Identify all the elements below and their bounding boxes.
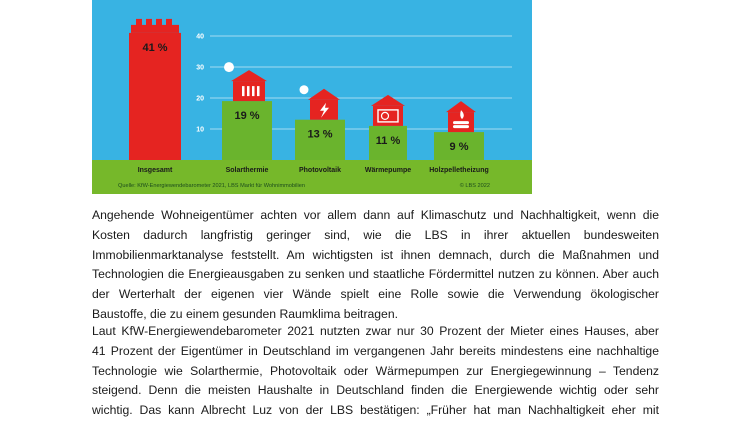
category-label: Insgesamt	[138, 167, 173, 174]
collector-tube	[252, 86, 255, 97]
chimney	[136, 18, 142, 26]
collector-tube	[257, 86, 260, 97]
house-icon	[131, 18, 179, 33]
paragraph-line: Laut KfW-Energiewendebarometer 2021 nutz…	[92, 324, 659, 338]
photovoltaic-house-icon	[299, 85, 340, 120]
paragraph-line: 41 Prozent der Eigentümer in Deutschland…	[92, 343, 659, 358]
article-paragraph-2: Laut KfW-Energiewendebarometer 2021 nutz…	[92, 322, 659, 421]
value-label: 11 %	[376, 135, 401, 147]
chart-panel: 10 20 30 40 41 % 19 % 13 % 11 % 9 % Insgesamt So…	[92, 0, 532, 194]
article-paragraph-1: Angehende Wohneigentümer achten vor alle…	[92, 206, 659, 325]
paragraph-line: Technologie wie Solarthermie, Photovolta…	[92, 363, 659, 378]
paragraph-line: Technologien die Energieausgaben zu senk…	[92, 267, 659, 282]
flame-icon	[460, 110, 464, 120]
bar-photovoltaik	[295, 119, 345, 160]
chimney	[156, 18, 162, 26]
bar-insgesamt	[129, 32, 181, 160]
category-labels: Insgesamt Solarthermie Photovoltaik Wärmepu…	[138, 167, 489, 174]
house-roof	[446, 101, 476, 113]
value-label: 41 %	[142, 42, 167, 54]
log-icon	[453, 125, 469, 129]
paragraph-line: wichtig. Das kann Albrecht Luz von der L…	[92, 403, 659, 418]
paragraph-line: Immobilienmarktanalyse feststellt. Am wi…	[92, 247, 659, 262]
paragraph-line: Angehende Wohneigentümer achten vor alle…	[92, 208, 659, 222]
bar-holzpelletheizung	[434, 132, 484, 160]
lightning-icon	[320, 102, 329, 118]
value-label: 19 %	[234, 110, 259, 122]
category-label: Holzpelletheizung	[429, 167, 489, 174]
house-roof	[231, 70, 267, 82]
sun-icon	[299, 85, 309, 95]
chimney	[146, 18, 152, 26]
paragraph-line: Baustoffe, die zu einem gesunden Raumkli…	[92, 306, 399, 321]
y-axis-ticks: 10 20 30 40	[196, 34, 204, 134]
chart-source: Quelle: KfW-Energiewendebarometer 2021, …	[118, 183, 305, 189]
house-roof	[308, 88, 340, 100]
value-labels: 41 % 19 % 13 % 11 % 9 %	[142, 42, 468, 153]
sun-icon	[224, 62, 234, 73]
paragraph-line: steigend. Denn die meisten Haushalte in …	[92, 383, 659, 398]
paragraph-line: der Werterhalt der eigenen vier Wände sp…	[92, 287, 659, 302]
heat-pump-unit	[377, 109, 399, 123]
ground-strip	[92, 160, 532, 194]
house-roof	[131, 24, 179, 33]
y-tick-label: 20	[196, 96, 204, 103]
wood-pellet-house-icon	[446, 101, 476, 133]
category-label: Wärmepumpe	[365, 167, 411, 174]
house-icons	[131, 18, 476, 133]
log-icon	[453, 121, 469, 125]
value-label: 9 %	[450, 141, 469, 153]
value-label: 13 %	[307, 129, 332, 141]
bars	[129, 32, 484, 160]
house-roof	[371, 94, 405, 106]
heat-pump-house-icon	[371, 94, 405, 126]
category-label: Photovoltaik	[299, 167, 341, 174]
bar-chart: 10 20 30 40 41 % 19 % 13 % 11 % 9 % Insgesamt So…	[92, 18, 532, 194]
bar-solarthermie	[222, 101, 272, 160]
fan-icon	[380, 111, 390, 121]
y-tick-label: 40	[196, 34, 204, 41]
collector-tube	[247, 86, 250, 97]
solar-thermal-house-icon	[224, 62, 267, 102]
paragraph-line: Kosten dadurch langfristig geringer sind…	[92, 227, 659, 242]
bar-wärmepumpe	[369, 125, 407, 160]
y-tick-label: 30	[196, 65, 204, 72]
category-label: Solarthermie	[226, 167, 269, 174]
chimney	[166, 18, 172, 26]
collector-tube	[242, 86, 245, 97]
y-tick-label: 10	[196, 127, 204, 134]
chart-copyright: © LBS 2022	[460, 182, 490, 189]
